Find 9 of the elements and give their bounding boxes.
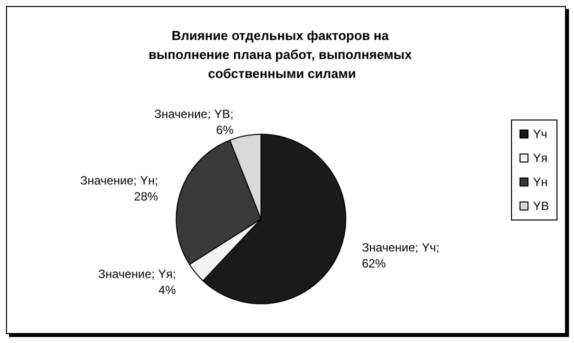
legend-label: Yч — [532, 127, 548, 141]
chart-title: Влияние отдельных факторов на выполнение плана работ, выполняемых собственными силами — [148, 28, 416, 81]
legend-label: Yя — [532, 151, 548, 165]
data-label: Значение; Yя; 4% — [98, 266, 176, 297]
data-label: Значение; Yн; 28% — [80, 173, 158, 204]
legend-label: Yн — [532, 175, 548, 189]
legend-label: YB — [532, 199, 550, 213]
data-label: Значение; Yч; 62% — [362, 240, 440, 270]
data-label: Значение; YB; 6% — [154, 106, 234, 137]
